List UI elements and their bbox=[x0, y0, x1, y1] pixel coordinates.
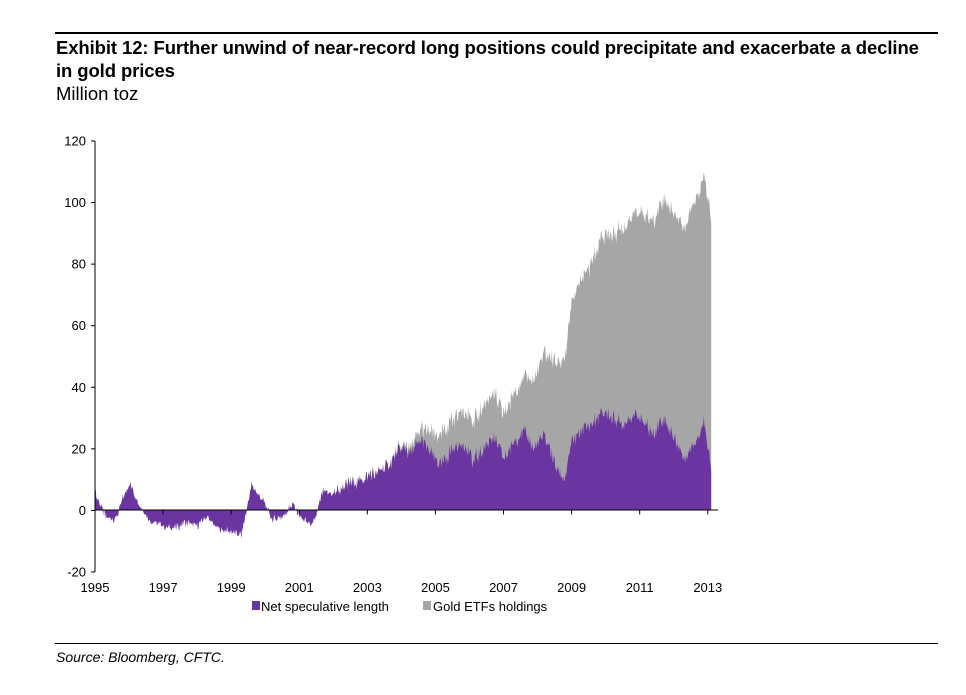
y-ticks: -20 0 20 40 60 80 100 120 bbox=[64, 134, 95, 580]
area-layer bbox=[95, 171, 712, 539]
y-tick-label: 0 bbox=[79, 503, 86, 518]
y-tick-label: 40 bbox=[72, 380, 86, 395]
x-tick-label: 2009 bbox=[557, 580, 586, 595]
legend-label-net-speculative-length: Net speculative length bbox=[261, 599, 389, 614]
y-tick-label: 120 bbox=[64, 134, 86, 149]
y-tick-label: 20 bbox=[72, 441, 86, 456]
bottom-rule bbox=[55, 643, 938, 644]
legend: Net speculative length Gold ETFs holding… bbox=[252, 599, 548, 614]
area-net-speculative-length bbox=[95, 407, 712, 539]
axes-layer bbox=[94, 141, 718, 572]
x-tick-label: 1999 bbox=[217, 580, 246, 595]
legend-swatch-net-speculative-length bbox=[252, 601, 260, 610]
y-tick-label: -20 bbox=[67, 565, 86, 580]
x-tick-label: 1997 bbox=[149, 580, 178, 595]
y-tick-label: 60 bbox=[72, 318, 86, 333]
source-note: Source: Bloomberg, CFTC. bbox=[56, 649, 225, 665]
y-tick-label: 80 bbox=[72, 257, 86, 272]
y-tick-label: 100 bbox=[64, 195, 86, 210]
legend-label-gold-etfs-holdings: Gold ETFs holdings bbox=[433, 599, 548, 614]
x-tick-label: 2011 bbox=[626, 580, 654, 595]
legend-swatch-gold-etfs-holdings bbox=[423, 601, 431, 610]
x-tick-label: 2003 bbox=[353, 580, 382, 595]
x-tick-label: 2005 bbox=[421, 580, 450, 595]
area-gold-etfs-holdings bbox=[95, 171, 712, 511]
x-tick-label: 2013 bbox=[693, 580, 722, 595]
top-rule bbox=[55, 32, 938, 34]
x-tick-label: 1995 bbox=[81, 580, 110, 595]
chart: -20 0 20 40 60 80 100 120 1995 1997 1999 2001 2003 2… bbox=[64, 134, 722, 615]
x-tick-label: 2001 bbox=[285, 580, 314, 595]
chart-subtitle: Million toz bbox=[56, 83, 139, 104]
chart-title: Exhibit 12: Further unwind of near-recor… bbox=[56, 37, 919, 81]
x-ticks: 1995 1997 1999 2001 2003 2005 2007 2009 2011 2013 bbox=[81, 510, 722, 595]
x-tick-label: 2007 bbox=[489, 580, 518, 595]
